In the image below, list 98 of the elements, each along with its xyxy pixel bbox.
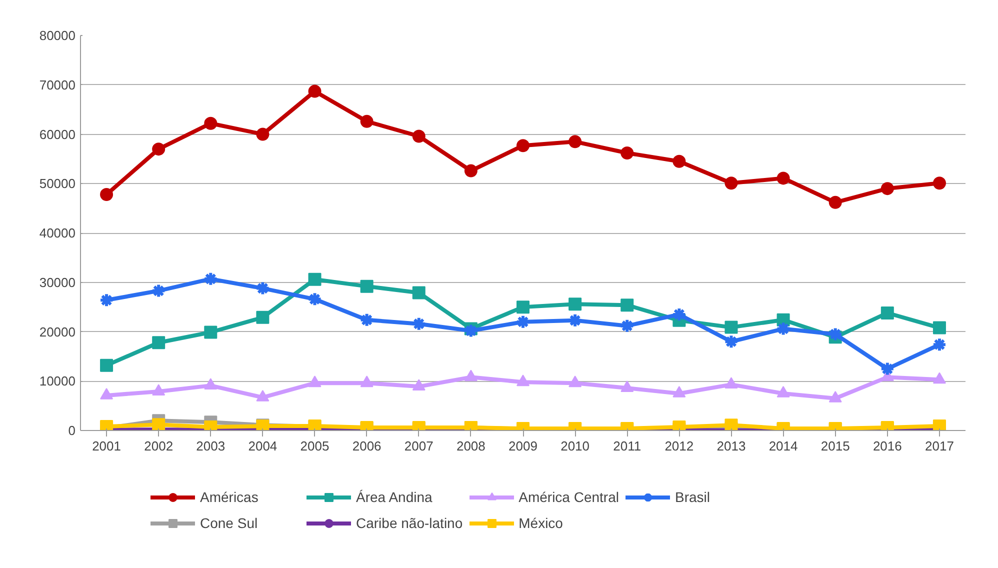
point <box>932 176 946 190</box>
point <box>99 292 114 308</box>
point <box>516 314 530 330</box>
x-tick-label: 2004 <box>248 438 278 454</box>
y-tick-label: 30000 <box>39 274 76 290</box>
point <box>932 337 947 352</box>
legend-label: América Central <box>518 489 619 505</box>
point <box>463 323 478 338</box>
x-tick-label: 2007 <box>404 438 434 454</box>
point <box>568 312 583 328</box>
point <box>776 172 790 185</box>
point <box>620 380 634 392</box>
point <box>672 154 686 168</box>
point <box>724 418 738 430</box>
point <box>828 326 843 342</box>
y-tick-label: 0 <box>68 423 76 438</box>
point <box>204 116 218 130</box>
y-tick-label: 80000 <box>39 28 76 43</box>
point <box>880 361 895 376</box>
legend-label: Brasil <box>675 489 712 505</box>
point <box>308 84 322 98</box>
legend-label: Américas <box>200 489 260 505</box>
point <box>828 196 842 209</box>
point <box>412 286 426 300</box>
y-tick-label: 40000 <box>39 226 76 240</box>
point <box>516 300 530 314</box>
x-tick-label: 2014 <box>768 438 798 454</box>
x-tick-label: 2011 <box>613 438 642 454</box>
y-tick-label: 50000 <box>39 176 76 192</box>
x-tick-label: 2008 <box>456 438 486 454</box>
point <box>412 379 426 391</box>
point <box>151 283 166 298</box>
point <box>724 176 738 190</box>
point <box>828 390 842 402</box>
point <box>360 376 374 388</box>
point <box>672 306 687 322</box>
point <box>568 298 582 311</box>
point <box>256 310 270 324</box>
x-tick-label: 2003 <box>196 438 226 454</box>
x-tick-label: 2013 <box>716 438 746 454</box>
point <box>620 298 634 312</box>
point <box>724 320 738 334</box>
y-tick-label: 20000 <box>39 324 76 340</box>
x-tick-label: 2015 <box>820 438 850 454</box>
point <box>152 336 166 350</box>
point <box>568 376 582 388</box>
point <box>307 292 322 307</box>
point <box>464 164 478 178</box>
point <box>152 418 166 430</box>
point <box>724 334 739 350</box>
x-tick-label: 2017 <box>925 438 954 454</box>
point <box>932 321 946 334</box>
point <box>152 142 166 156</box>
point <box>152 384 166 396</box>
x-tick-label: 2001 <box>92 438 121 454</box>
x-tick-label: 2012 <box>664 438 694 454</box>
point <box>568 135 582 148</box>
legend-label: Caribe não-latino <box>356 515 463 531</box>
point <box>880 306 894 320</box>
point <box>203 271 218 286</box>
point <box>204 326 218 339</box>
point <box>359 312 374 328</box>
point <box>516 374 530 386</box>
legend-label: Cone Sul <box>200 515 259 531</box>
point <box>412 130 426 143</box>
point <box>308 376 322 388</box>
x-tick-label: 2009 <box>508 438 538 454</box>
legend-label: Área Andina <box>356 489 434 505</box>
point <box>724 377 738 389</box>
point <box>672 386 686 398</box>
point <box>776 321 791 336</box>
point <box>256 390 270 402</box>
legend-label: México <box>518 515 564 531</box>
point <box>360 114 374 128</box>
x-tick-label: 2016 <box>872 438 902 454</box>
point <box>880 182 894 196</box>
point <box>776 386 790 398</box>
point <box>256 128 270 141</box>
point <box>464 370 478 382</box>
point <box>100 358 114 372</box>
point <box>932 372 946 384</box>
y-tick-label: 60000 <box>39 126 76 142</box>
x-tick-label: 2010 <box>560 438 590 454</box>
y-tick-label: 10000 <box>39 374 76 389</box>
point <box>308 272 322 286</box>
point <box>411 316 426 332</box>
y-tick-label: 70000 <box>39 77 76 92</box>
point <box>255 280 270 296</box>
point <box>620 146 634 160</box>
point <box>100 388 114 400</box>
x-tick-label: 2002 <box>144 438 174 454</box>
point <box>360 280 374 293</box>
point <box>516 139 530 152</box>
x-tick-label: 2005 <box>300 438 330 454</box>
point <box>204 378 218 390</box>
x-tick-label: 2006 <box>352 438 382 454</box>
point <box>620 318 635 334</box>
point <box>100 188 114 201</box>
